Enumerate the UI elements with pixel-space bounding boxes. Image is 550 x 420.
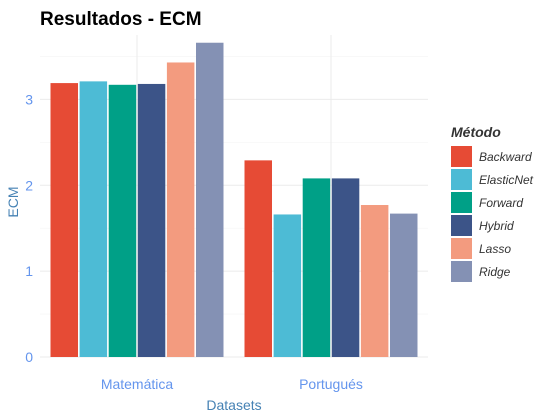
legend-label-hybrid: Hybrid [479,219,514,233]
x-tick-label: Matemática [101,376,174,392]
x-axis-label: Datasets [206,397,261,413]
bars [50,42,418,358]
legend-label-backward: Backward [479,150,532,164]
y-tick-label: 1 [25,263,33,279]
bar-backward-portugués [244,160,272,357]
legend-key-ridge [451,261,472,282]
x-tick-label: Portugués [299,376,363,392]
legend-key-lasso [451,238,472,259]
y-tick-label: 3 [25,91,33,107]
bar-hybrid-matemática [137,83,166,357]
legend-key-elasticnet [451,169,472,190]
bar-ridge-matemática [196,42,224,358]
y-tick-label: 0 [25,349,33,365]
bar-elasticnet-portugués [273,214,302,357]
legend-key-hybrid [451,215,472,236]
bar-ridge-portugués [390,213,418,357]
legend-label-ridge: Ridge [479,265,511,279]
y-axis-label: ECM [5,186,21,217]
bar-forward-matemática [108,84,137,357]
bar-hybrid-portugués [331,178,360,357]
legend-key-forward [451,192,472,213]
legend-key-backward [451,146,472,167]
bar-lasso-matemática [166,62,195,358]
bar-elasticnet-matemática [79,81,108,358]
legend: Método Backward ElasticNet Forward Hybrid La… [451,124,534,282]
legend-label-forward: Forward [479,196,523,210]
bar-forward-portugués [302,178,331,357]
chart-title: Resultados - ECM [40,9,202,30]
legend-label-elasticnet: ElasticNet [479,173,534,187]
y-axis-ticks: 0 1 2 3 [25,91,33,365]
bar-backward-matemática [50,83,78,358]
bar-lasso-portugués [360,205,389,357]
legend-title: Método [451,124,501,140]
x-axis-ticks: Matemática Portugués [101,376,363,392]
y-tick-label: 2 [25,177,33,193]
legend-label-lasso: Lasso [479,242,511,256]
